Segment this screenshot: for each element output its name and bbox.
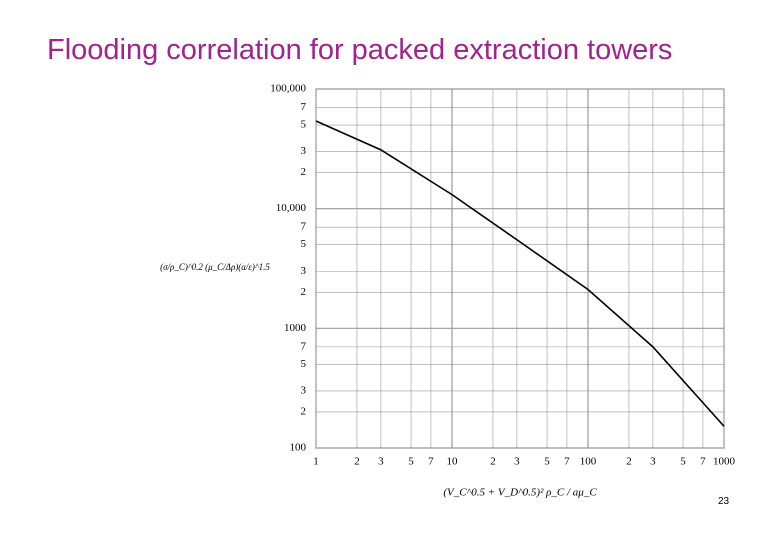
x-tick-label: 5	[680, 456, 686, 468]
y-tick-label: 2	[301, 406, 307, 418]
y-tick-label: 10,000	[276, 202, 307, 214]
y-axis-label: (σ/ρ_C)^0.2 (μ_C/Δρ)(a/ε)^1.5	[160, 262, 270, 272]
y-tick-label: 1000	[284, 322, 307, 334]
y-tick-label: 2	[301, 166, 307, 178]
y-tick-label: 3	[301, 145, 307, 157]
slide-number: 23	[718, 496, 730, 507]
y-tick-label: 7	[301, 221, 307, 233]
x-axis-label: (V_C^0.5 + V_D^0.5)² ρ_C / aμ_C	[443, 487, 597, 499]
x-tick-label: 1000	[713, 456, 736, 468]
x-tick-label: 3	[650, 456, 656, 468]
y-tick-label: 2	[301, 286, 307, 298]
x-tick-label: 7	[428, 456, 434, 468]
curve	[315, 120, 725, 427]
y-tick-label: 7	[301, 101, 307, 113]
y-tick-label: 5	[301, 358, 307, 370]
x-tick-label: 7	[564, 456, 570, 468]
x-tick-label: 3	[378, 456, 384, 468]
x-tick-label: 7	[700, 456, 706, 468]
x-tick-label: 2	[490, 456, 496, 468]
y-tick-label: 3	[301, 384, 307, 396]
x-tick-label: 2	[354, 456, 360, 468]
x-tick-label: 100	[580, 456, 597, 468]
x-tick-label: 2	[626, 456, 632, 468]
y-tick-label: 5	[301, 238, 307, 250]
y-tick-label: 100,000	[270, 83, 306, 95]
x-tick-label: 5	[408, 456, 414, 468]
x-tick-label: 5	[544, 456, 550, 468]
x-tick-label: 10	[447, 456, 459, 468]
x-tick-label: 3	[514, 456, 520, 468]
slide-title: Flooding correlation for packed extracti…	[47, 34, 673, 66]
y-tick-label: 3	[301, 265, 307, 277]
x-tick-label: 1	[313, 456, 319, 468]
plot-frame	[315, 88, 725, 449]
y-tick-label: 5	[301, 119, 307, 131]
y-tick-label: 100	[290, 442, 307, 454]
y-tick-label: 7	[301, 340, 307, 352]
